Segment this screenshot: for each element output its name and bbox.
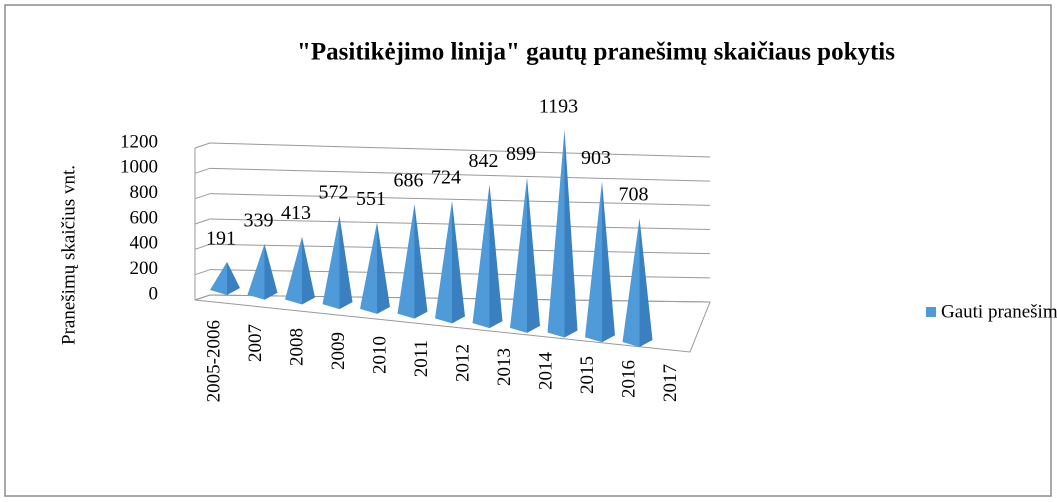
bar-side xyxy=(452,200,465,324)
bar xyxy=(247,244,278,300)
data-label: 551 xyxy=(356,188,386,210)
y-tick-label: 400 xyxy=(130,233,159,254)
bar xyxy=(360,222,390,314)
bar xyxy=(547,129,578,338)
y-axis-label: Pranešimų skaičius vnt. xyxy=(58,165,79,345)
data-label: 339 xyxy=(244,210,274,232)
bar xyxy=(397,204,428,319)
bar-side xyxy=(564,129,578,338)
grid-line xyxy=(209,167,711,182)
bar xyxy=(322,215,353,310)
grid-line xyxy=(209,243,711,255)
x-tick-label: 2009 xyxy=(328,332,349,370)
side-grid-line xyxy=(194,269,211,276)
bar-face xyxy=(322,215,340,310)
bar-side xyxy=(302,236,315,305)
y-tick-label: 800 xyxy=(130,182,159,203)
bar xyxy=(210,261,240,295)
data-label: 724 xyxy=(431,166,461,188)
bar xyxy=(285,236,315,305)
y-tick-label: 1000 xyxy=(120,157,158,178)
bar xyxy=(435,200,465,324)
x-tick-label: 2013 xyxy=(494,348,515,386)
y-tick-label: 0 xyxy=(149,283,159,304)
bar-side xyxy=(264,244,278,300)
side-grid-line xyxy=(194,167,211,174)
bar-side xyxy=(227,261,240,295)
data-label: 191 xyxy=(206,228,236,250)
x-tick-label: 2007 xyxy=(245,324,266,362)
bar-face xyxy=(585,181,602,343)
y-tick-label: 600 xyxy=(130,207,159,228)
bar-face xyxy=(472,184,490,329)
bar-side xyxy=(377,222,390,314)
grid-line xyxy=(209,142,711,158)
bar-face xyxy=(397,204,415,319)
bar xyxy=(622,218,653,347)
side-grid-line xyxy=(194,243,211,250)
data-label: 413 xyxy=(281,202,311,224)
x-tick-label: 2015 xyxy=(577,356,598,394)
x-tick-label: 2008 xyxy=(286,328,307,366)
bar-face xyxy=(510,177,527,333)
bar-face xyxy=(285,236,302,305)
bar-face xyxy=(360,222,377,314)
x-tick-label: 2017 xyxy=(660,364,681,402)
bar-side xyxy=(527,177,540,333)
side-grid-line xyxy=(194,193,211,200)
bar-side xyxy=(639,218,653,347)
x-tick-label: 2011 xyxy=(411,340,432,377)
data-label: 686 xyxy=(394,170,424,192)
bar-side xyxy=(489,184,503,329)
bar-face xyxy=(210,261,227,295)
bar xyxy=(510,177,540,333)
side-grid-line xyxy=(194,294,211,301)
side-grid-line xyxy=(194,218,211,225)
x-tick-label: 2012 xyxy=(452,344,473,382)
y-tick-label: 200 xyxy=(130,258,159,279)
x-tick-label: 2005-2006 xyxy=(203,320,224,402)
legend-swatch xyxy=(926,307,936,317)
legend-label: Gauti pranešimai xyxy=(941,301,1057,322)
bar xyxy=(585,181,615,343)
y-tick-label: 1200 xyxy=(120,131,158,152)
bar-side xyxy=(602,181,615,343)
grid-line xyxy=(209,193,711,206)
data-label: 899 xyxy=(506,143,536,165)
bar xyxy=(472,184,503,329)
x-tick-label: 2010 xyxy=(369,336,390,374)
x-tick-label: 2014 xyxy=(535,352,556,391)
bar-face xyxy=(547,129,565,338)
data-label: 572 xyxy=(319,181,349,203)
data-label: 903 xyxy=(581,147,611,169)
data-label: 842 xyxy=(469,150,499,172)
grid-line xyxy=(209,218,711,230)
bar-face xyxy=(435,200,452,324)
bar-side xyxy=(414,204,428,319)
bar-side xyxy=(339,215,353,310)
x-tick-label: 2016 xyxy=(618,360,639,398)
bar-face xyxy=(622,218,640,347)
data-label: 708 xyxy=(619,184,649,206)
chart-title: "Pasitikėjimo linija" gautų pranešimų sk… xyxy=(297,39,895,66)
data-label: 1193 xyxy=(539,95,578,117)
side-grid-line xyxy=(194,142,211,149)
bar-face xyxy=(247,244,265,300)
